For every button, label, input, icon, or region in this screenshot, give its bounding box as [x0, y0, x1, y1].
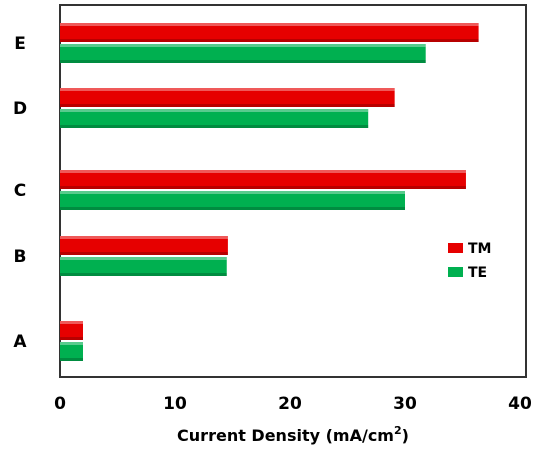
y-tick-label-c: C — [14, 181, 26, 201]
bars-group — [60, 23, 479, 361]
bar-shade — [60, 252, 228, 255]
x-tick-labels: 0 10 20 30 40 — [54, 394, 532, 414]
bar-shade — [60, 337, 83, 340]
x-tick-label-30: 30 — [393, 394, 417, 414]
bar-highlight — [60, 236, 228, 239]
bar-highlight — [60, 23, 479, 26]
legend-label: TE — [468, 265, 487, 281]
bar-highlight — [60, 170, 466, 173]
bar-te-b — [60, 257, 227, 276]
bar-shade — [60, 125, 369, 128]
x-axis-title-tail: ) — [402, 426, 409, 445]
legend-swatch — [448, 243, 463, 253]
bar-shade — [60, 39, 479, 42]
bar-fill — [60, 236, 228, 255]
legend-label: TM — [468, 241, 491, 257]
bar-shade — [60, 60, 426, 63]
bar-highlight — [60, 44, 426, 47]
bar-highlight — [60, 321, 83, 324]
bar-te-d — [60, 109, 369, 128]
bar-te-c — [60, 191, 405, 210]
bar-highlight — [60, 88, 395, 91]
bar-highlight — [60, 109, 369, 112]
bar-fill — [60, 257, 227, 276]
bar-fill — [60, 44, 426, 63]
x-axis-title-superscript: 2 — [394, 424, 402, 437]
bar-tm-c — [60, 170, 466, 189]
bar-fill — [60, 342, 83, 361]
y-tick-label-b: B — [14, 247, 27, 267]
bar-te-a — [60, 342, 83, 361]
bar-highlight — [60, 257, 227, 260]
y-tick-label-a: A — [13, 332, 27, 352]
bar-fill — [60, 321, 83, 340]
legend-item-tm: TM — [448, 241, 491, 257]
bar-shade — [60, 207, 405, 210]
x-tick-label-10: 10 — [163, 394, 187, 414]
bar-shade — [60, 104, 395, 107]
bar-fill — [60, 109, 369, 128]
bar-tm-d — [60, 88, 395, 107]
bar-shade — [60, 186, 466, 189]
bar-fill — [60, 170, 466, 189]
bar-tm-a — [60, 321, 83, 340]
bar-fill — [60, 88, 395, 107]
legend-swatch — [448, 267, 463, 277]
legend: TM TE — [448, 241, 491, 281]
bar-fill — [60, 191, 405, 210]
bar-fill — [60, 23, 479, 42]
x-axis-title: Current Density (mA/cm2) — [177, 424, 409, 445]
bar-highlight — [60, 342, 83, 345]
y-tick-label-d: D — [13, 99, 27, 119]
bar-te-e — [60, 44, 426, 63]
bar-shade — [60, 358, 83, 361]
bar-tm-b — [60, 236, 228, 255]
x-tick-label-0: 0 — [54, 394, 66, 414]
y-tick-labels: A B C D E — [13, 34, 27, 352]
y-tick-label-e: E — [14, 34, 26, 54]
x-tick-label-20: 20 — [278, 394, 302, 414]
legend-item-te: TE — [448, 265, 487, 281]
bar-shade — [60, 273, 227, 276]
bar-highlight — [60, 191, 405, 194]
x-tick-label-40: 40 — [508, 394, 532, 414]
bar-tm-e — [60, 23, 479, 42]
